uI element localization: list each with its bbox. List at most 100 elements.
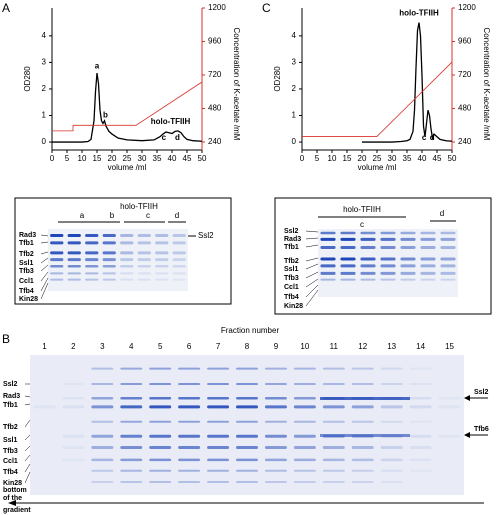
gel-band <box>264 434 287 438</box>
gel-band <box>172 241 186 245</box>
x-tick-label: 30 <box>138 154 147 163</box>
gel-band <box>293 434 316 438</box>
gel-band <box>50 241 64 245</box>
leader-line <box>24 463 31 473</box>
y-tick-label: 3 <box>292 58 297 67</box>
gel-band <box>351 405 374 409</box>
protein-label: Rad3 <box>3 393 20 400</box>
fraction-label: 2 <box>71 342 76 351</box>
gel-band <box>85 258 99 262</box>
gel-band <box>62 383 85 385</box>
gel-band <box>264 420 287 423</box>
leader-line <box>24 395 31 398</box>
gel-band <box>137 251 151 255</box>
gel-band <box>137 241 151 245</box>
gel-band <box>322 420 345 423</box>
gel-band <box>207 469 230 472</box>
x-tick-label: 40 <box>168 154 177 163</box>
gel-band <box>236 383 258 385</box>
leader-line <box>24 445 31 452</box>
leader-line <box>305 271 319 279</box>
protein-label: Tfb3 <box>3 448 18 455</box>
x-tick-label: 20 <box>108 154 117 163</box>
gel-band <box>102 264 116 268</box>
gel-band <box>91 420 114 423</box>
gel-band <box>178 367 201 370</box>
gel-band <box>120 446 143 449</box>
gel-band <box>400 264 416 268</box>
fraction-label: 3 <box>100 342 105 351</box>
y2-tick-label: 960 <box>458 37 472 46</box>
gel-band <box>420 246 436 249</box>
gel-band <box>409 397 432 400</box>
gel-band <box>120 367 143 370</box>
x-tick-label: 45 <box>183 154 192 163</box>
gel-band <box>351 446 374 449</box>
gel-band <box>351 481 374 483</box>
y-tick-label: 3 <box>42 58 47 67</box>
x-tick-label: 40 <box>418 154 427 163</box>
gel-band <box>360 231 376 235</box>
gel-band <box>120 272 134 275</box>
gel-band <box>67 272 81 275</box>
gel-band <box>322 469 345 472</box>
leader-line <box>24 471 31 484</box>
gel-band <box>420 237 436 241</box>
leader-line <box>305 263 319 270</box>
leader-line <box>40 264 49 272</box>
protein-label: Ssl2 <box>284 228 299 235</box>
leader-line <box>24 434 31 441</box>
gel-band <box>67 278 81 281</box>
gel-band <box>264 458 287 462</box>
gel-band <box>62 434 85 438</box>
gel-band <box>440 278 456 281</box>
gel-band <box>120 434 143 438</box>
gel-band <box>438 397 461 400</box>
gel-band <box>236 367 258 370</box>
gel-band <box>120 241 134 245</box>
gel-band <box>236 420 258 423</box>
x-tick-label: 0 <box>50 154 55 163</box>
leader-line <box>305 230 319 233</box>
gel-band <box>380 231 396 235</box>
gel-band <box>320 237 336 241</box>
gel-band <box>322 367 345 370</box>
x-tick-label: 25 <box>123 154 132 163</box>
gel-band <box>178 446 201 449</box>
gel-band <box>155 264 169 268</box>
gel-frame <box>274 197 492 315</box>
gel-band <box>440 271 456 275</box>
protein-label: Tfb2 <box>284 258 299 265</box>
gel-band <box>409 446 432 449</box>
gel-band <box>172 251 186 255</box>
x-tick-label: 5 <box>315 154 320 163</box>
protein-label: Rad3 <box>19 232 36 239</box>
fraction-label: 9 <box>274 342 279 351</box>
gel-band <box>380 237 396 241</box>
fraction-label: 11 <box>330 342 339 351</box>
gel-band <box>420 257 436 261</box>
protein-label: Tfb1 <box>19 240 34 247</box>
gel-band <box>149 469 172 472</box>
gel-band <box>178 383 201 385</box>
leader-line <box>40 241 49 244</box>
gel-band <box>293 420 316 423</box>
protein-label: Tfb4 <box>19 288 34 295</box>
gel-band <box>236 481 258 483</box>
gel-band <box>102 258 116 262</box>
y-tick-label: 2 <box>42 84 47 93</box>
gel-band <box>137 278 151 281</box>
protein-label: Tfb2 <box>19 251 34 258</box>
fraction-label: 14 <box>416 342 425 351</box>
gel-band <box>102 251 116 255</box>
gel-band <box>293 481 316 483</box>
gel-band <box>120 233 134 237</box>
gel-band <box>207 458 230 462</box>
gel-band <box>178 481 201 483</box>
y2-tick-label: 720 <box>208 70 222 79</box>
gel-band <box>91 367 114 370</box>
y2-tick-label: 960 <box>208 37 222 46</box>
gel-band <box>420 231 436 235</box>
protein-label: Tfb3 <box>19 268 34 275</box>
